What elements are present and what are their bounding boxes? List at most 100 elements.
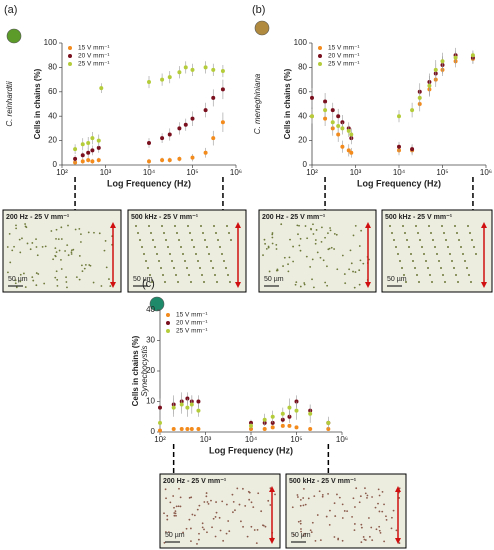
cell bbox=[189, 232, 191, 234]
y-tick-label: 40 bbox=[298, 111, 307, 120]
cell bbox=[178, 487, 180, 490]
cell bbox=[325, 515, 328, 518]
cell bbox=[299, 522, 302, 525]
cell bbox=[35, 238, 37, 241]
cell bbox=[443, 232, 445, 234]
cell bbox=[202, 232, 204, 234]
cell bbox=[358, 283, 361, 286]
cell bbox=[57, 238, 60, 241]
cell bbox=[282, 265, 284, 267]
data-point bbox=[340, 126, 345, 131]
data-point bbox=[440, 59, 445, 64]
cell bbox=[173, 506, 175, 509]
data-point bbox=[160, 136, 165, 141]
data-point bbox=[308, 411, 313, 416]
data-point bbox=[167, 75, 172, 80]
cell bbox=[292, 260, 295, 263]
cell bbox=[199, 267, 201, 269]
data-point bbox=[167, 132, 172, 137]
cell bbox=[288, 256, 291, 259]
cell bbox=[184, 260, 186, 262]
cell bbox=[324, 281, 327, 284]
cell bbox=[440, 267, 442, 269]
cell bbox=[381, 510, 384, 513]
cell bbox=[344, 282, 347, 285]
cell bbox=[252, 506, 255, 509]
cell bbox=[475, 253, 477, 255]
data-point bbox=[433, 67, 438, 72]
cell bbox=[87, 231, 90, 234]
cell bbox=[271, 242, 274, 245]
cell bbox=[223, 260, 225, 262]
cell bbox=[312, 286, 315, 289]
cell bbox=[354, 506, 356, 508]
scale-label: 50 µm bbox=[387, 276, 407, 283]
scale-label: 50 µm bbox=[291, 532, 311, 539]
data-point bbox=[96, 138, 101, 143]
cell bbox=[310, 228, 312, 231]
cell bbox=[55, 251, 58, 254]
cell bbox=[70, 251, 73, 254]
cell bbox=[203, 281, 205, 283]
cell bbox=[255, 542, 258, 545]
cell bbox=[56, 278, 59, 281]
data-point bbox=[177, 156, 182, 161]
cell bbox=[364, 539, 367, 541]
data-point bbox=[190, 67, 195, 72]
data-point bbox=[211, 95, 216, 100]
data-point bbox=[308, 426, 313, 431]
cell bbox=[100, 285, 103, 287]
data-point bbox=[183, 65, 188, 70]
cell bbox=[219, 529, 222, 532]
legend-label: 15 V mm⁻¹ bbox=[328, 45, 360, 52]
cell bbox=[201, 526, 204, 529]
cell bbox=[31, 276, 34, 279]
cell bbox=[311, 521, 314, 524]
data-point bbox=[185, 426, 190, 431]
cell bbox=[429, 274, 431, 276]
data-point bbox=[189, 426, 194, 431]
cell bbox=[352, 270, 354, 273]
cell bbox=[304, 225, 307, 227]
cell bbox=[360, 526, 363, 529]
cell bbox=[291, 506, 294, 509]
x-tick-label: 10³ bbox=[100, 168, 112, 177]
organism-label: C. reinhardtii bbox=[5, 81, 14, 127]
cell bbox=[360, 523, 363, 526]
cell bbox=[54, 276, 57, 279]
cell bbox=[309, 266, 312, 268]
cell bbox=[303, 487, 305, 490]
cell bbox=[260, 510, 263, 513]
cell bbox=[383, 503, 385, 506]
cell bbox=[151, 281, 153, 283]
cell bbox=[196, 508, 199, 511]
cell bbox=[298, 224, 300, 227]
cell bbox=[43, 282, 46, 285]
cell bbox=[333, 248, 336, 250]
cell bbox=[412, 260, 414, 262]
cell bbox=[216, 281, 218, 283]
cell bbox=[434, 246, 436, 248]
arrow-head bbox=[269, 486, 275, 544]
y-axis-label: Cells in chains (%) bbox=[33, 68, 42, 139]
cell bbox=[299, 498, 302, 501]
cell bbox=[13, 245, 15, 248]
scale-label: 50 µm bbox=[165, 532, 185, 539]
cell bbox=[188, 518, 191, 521]
cell bbox=[201, 522, 204, 525]
cell bbox=[375, 528, 378, 531]
cell bbox=[299, 237, 302, 240]
cell bbox=[263, 238, 266, 241]
cell bbox=[385, 518, 388, 521]
data-point bbox=[90, 136, 95, 141]
micrograph bbox=[127, 209, 247, 293]
cell bbox=[326, 284, 329, 287]
inset-title: 500 kHz - 25 V mm⁻¹ bbox=[131, 214, 199, 221]
cell bbox=[328, 247, 331, 250]
legend-label: 25 V mm⁻¹ bbox=[78, 61, 110, 68]
cell bbox=[81, 270, 84, 273]
cell bbox=[80, 233, 82, 236]
cell bbox=[405, 281, 407, 283]
cell bbox=[60, 258, 62, 261]
cell bbox=[313, 495, 316, 498]
